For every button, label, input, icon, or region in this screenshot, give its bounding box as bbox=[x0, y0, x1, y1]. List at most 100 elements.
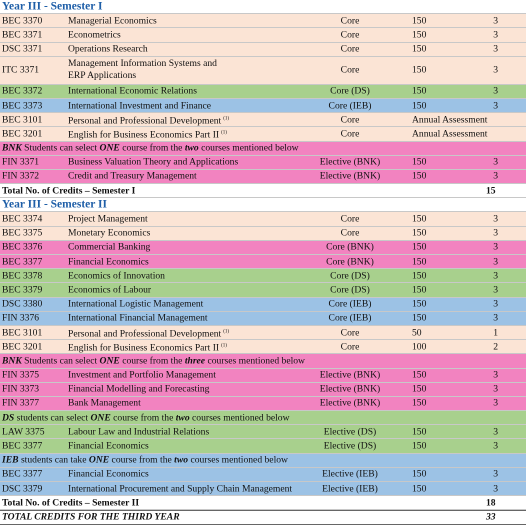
course-row: ITC 3371 Management Information Systems a… bbox=[0, 56, 526, 85]
course-type: Core (IEB) bbox=[328, 312, 372, 324]
course-row: DSC 3371 Operations Research Core 150 3 bbox=[0, 42, 526, 57]
course-type: Elective (BNK) bbox=[319, 170, 381, 182]
credits: 3 bbox=[493, 483, 498, 495]
note-part: two bbox=[174, 454, 189, 466]
footnote: (1) bbox=[221, 343, 227, 349]
course-title-text: Personal and Professional Development bbox=[68, 328, 222, 340]
note-text: BNK Students can select ONE course from … bbox=[2, 355, 305, 366]
note-part: Students can select bbox=[21, 142, 100, 154]
note-part: three bbox=[184, 355, 206, 367]
note-part: ONE bbox=[99, 355, 120, 367]
course-type: Core bbox=[340, 327, 360, 339]
note-text: BNK Students can select ONE course from … bbox=[2, 143, 299, 154]
note-part: course from the bbox=[110, 412, 176, 424]
hours: 150 bbox=[412, 440, 427, 452]
note-part: two bbox=[184, 142, 199, 154]
course-type: Core bbox=[340, 15, 360, 27]
course-code: BEC 3377 bbox=[2, 440, 43, 452]
course-title: Financial Economics bbox=[68, 440, 149, 452]
note-part: course from the bbox=[109, 454, 175, 466]
note-part: DS bbox=[2, 412, 15, 424]
hours: 150 bbox=[412, 43, 427, 55]
course-title: Investment and Portfolio Management bbox=[68, 369, 216, 381]
course-row: FIN 3371 Business Valuation Theory and Ap… bbox=[0, 155, 526, 170]
course-code: BEC 3377 bbox=[2, 468, 43, 480]
course-title: International Economic Relations bbox=[68, 85, 197, 97]
grand-total-row: TOTAL CREDITS FOR THE THIRD YEAR 33 bbox=[0, 510, 526, 525]
credits: 3 bbox=[493, 227, 498, 239]
credits: 3 bbox=[493, 64, 498, 76]
course-row: FIN 3375 Investment and Portfolio Managem… bbox=[0, 368, 526, 383]
course-code: FIN 3373 bbox=[2, 383, 40, 395]
hours: 150 bbox=[412, 270, 427, 282]
course-title: Financial Modelling and Forecasting bbox=[68, 383, 210, 395]
course-type: Core bbox=[340, 43, 360, 55]
footnote: (1) bbox=[223, 116, 230, 122]
grand-total-label: TOTAL CREDITS FOR THE THIRD YEAR bbox=[2, 511, 180, 523]
course-row: BEC 3375 Monetary Economics Core 150 3 bbox=[0, 226, 526, 241]
hours: 150 bbox=[412, 15, 427, 27]
course-type: Core (IEB) bbox=[328, 298, 372, 310]
course-row: BEC 3101 Personal and Professional Develo… bbox=[0, 325, 526, 341]
course-row: FIN 3373 Financial Modelling and Forecast… bbox=[0, 382, 526, 397]
total-label: Total No. of Credits – Semester II bbox=[2, 497, 140, 509]
note-part: ONE bbox=[90, 412, 111, 424]
hours: 150 bbox=[412, 213, 427, 225]
course-title: Economics of Innovation bbox=[68, 270, 165, 282]
course-title-text: Personal and Professional Development bbox=[68, 115, 222, 127]
course-title: Credit and Treasury Management bbox=[68, 170, 197, 182]
hours: 150 bbox=[412, 256, 427, 268]
credits: 3 bbox=[493, 369, 498, 381]
credits: 3 bbox=[493, 397, 498, 409]
credits: 3 bbox=[493, 85, 498, 97]
note-part: students can take bbox=[18, 454, 89, 466]
note-part: courses mentioned below bbox=[198, 142, 299, 154]
course-code: FIN 3372 bbox=[2, 170, 40, 182]
course-row: FIN 3377 Bank Management Elective (BNK) 150… bbox=[0, 396, 526, 412]
course-code: BEC 3374 bbox=[2, 213, 43, 225]
hours: 150 bbox=[412, 298, 427, 310]
course-row: BEC 3101 Personal and Professional Develo… bbox=[0, 113, 526, 128]
note-part: two bbox=[175, 412, 190, 424]
course-code: BEC 3373 bbox=[2, 100, 43, 112]
note-part: ONE bbox=[88, 454, 110, 466]
hours: 150 bbox=[412, 426, 427, 438]
course-code: FIN 3371 bbox=[2, 156, 40, 168]
note-part: courses mentioned below bbox=[189, 412, 290, 424]
note-row: BNK Students can select ONE course from … bbox=[0, 141, 526, 156]
course-title-text: English for Business Economics Part II bbox=[68, 129, 220, 141]
hours: 150 bbox=[412, 312, 427, 324]
hours: 150 bbox=[412, 483, 427, 495]
course-title: Personal and Professional Development (1) bbox=[68, 326, 229, 339]
hours: 150 bbox=[412, 156, 427, 168]
course-row: BEC 3374 Project Management Core 150 3 bbox=[0, 212, 526, 227]
course-row: BEC 3373 International Investment and Fin… bbox=[0, 98, 526, 114]
grand-total-value: 33 bbox=[486, 511, 496, 523]
hours: 150 bbox=[412, 64, 427, 76]
course-type: Core (BNK) bbox=[326, 256, 374, 268]
course-row: FIN 3372 Credit and Treasury Management El… bbox=[0, 169, 526, 185]
credits: 3 bbox=[493, 213, 498, 225]
note-part: course from the bbox=[119, 142, 185, 154]
hours: 150 bbox=[412, 383, 427, 395]
course-title: Operations Research bbox=[68, 43, 148, 55]
course-row: LAW 3375 Labour Law and Industrial Relati… bbox=[0, 425, 526, 440]
course-row: BEC 3378 Economics of Innovation Core (DS)… bbox=[0, 269, 526, 284]
note-part: students can select bbox=[14, 412, 91, 424]
hours: 150 bbox=[412, 284, 427, 296]
course-type: Elective (BNK) bbox=[319, 156, 381, 168]
course-type: Core bbox=[340, 114, 360, 126]
course-type: Core bbox=[340, 213, 360, 225]
course-type: Core (IEB) bbox=[328, 100, 372, 112]
course-code: BEC 3379 bbox=[2, 284, 43, 296]
course-type: Core bbox=[340, 227, 360, 239]
course-code: BEC 3376 bbox=[2, 241, 43, 253]
assessment: Annual Assessment bbox=[412, 128, 488, 140]
note-part: BNK bbox=[2, 142, 22, 154]
course-title: Labour Law and Industrial Relations bbox=[68, 426, 210, 438]
hours: 150 bbox=[412, 29, 427, 41]
credits: 1 bbox=[493, 327, 498, 339]
course-row: BEC 3377 Financial Economics Core (BNK) 150… bbox=[0, 255, 526, 270]
course-code: BEC 3377 bbox=[2, 256, 43, 268]
note-part: BNK bbox=[2, 355, 22, 367]
